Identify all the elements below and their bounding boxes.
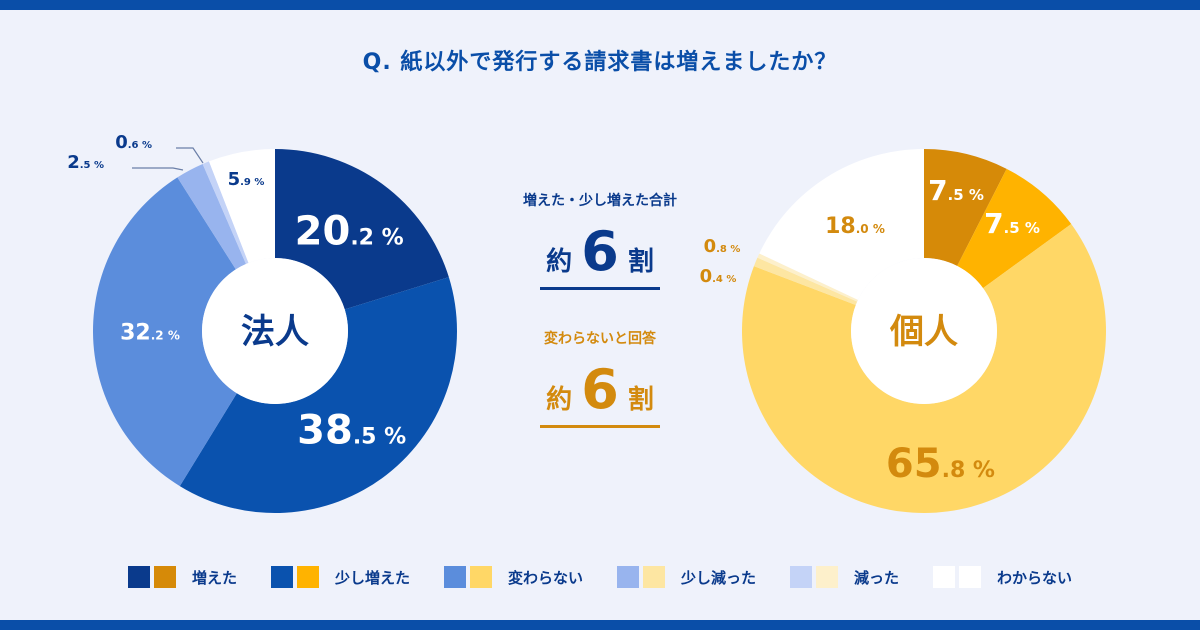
indiv-value-label-3: 0.8 % (704, 236, 741, 257)
corp-summary-number: 6 (581, 220, 619, 283)
top-bar (0, 0, 1200, 10)
corp-slice-0 (275, 149, 449, 310)
legend-swatch-corp (443, 566, 466, 588)
corp-slice-2 (92, 177, 237, 487)
indiv-summary-value: 約 6 割 (500, 358, 700, 421)
corp-center-label: 法人 (241, 312, 309, 352)
legend-label: 減った (854, 568, 900, 587)
legend-label: わからない (997, 568, 1073, 587)
indiv-slice-1 (957, 168, 1072, 289)
legend-label: 少し増えた (334, 568, 410, 587)
legend-swatch-corp (127, 566, 150, 588)
indiv-summary-suffix: 割 (627, 385, 654, 415)
indiv-center-label: 個人 (889, 312, 958, 352)
legend-item: 変わらない (443, 566, 583, 588)
indiv-slice-3 (753, 257, 858, 305)
corp-value-label-3: 2.5 % (67, 152, 104, 173)
legend-swatch-indiv (469, 566, 492, 588)
legend-swatch-indiv (959, 566, 982, 588)
legend-swatch-corp (933, 566, 956, 588)
legend-item: 少し増えた (270, 566, 410, 588)
indiv-summary-number: 6 (581, 358, 619, 421)
corp-summary-value: 約 6 割 (500, 220, 700, 283)
legend-label: 増えた (191, 568, 237, 587)
legend-swatch-corp (617, 566, 639, 588)
indiv-center-hole (851, 258, 997, 404)
corp-value-label-5: 5.9 % (228, 169, 265, 190)
indiv-value-label-5: 18.0 % (825, 214, 885, 239)
indiv-slice-5 (759, 149, 924, 300)
bottom-bar (0, 620, 1200, 630)
legend-swatch-indiv (296, 566, 319, 588)
indiv-slice-4 (757, 253, 858, 302)
indiv-summary: 変わらないと回答 約 6 割 (500, 328, 700, 428)
legend-swatch-indiv (643, 566, 665, 588)
corp-slice-4 (202, 161, 249, 265)
indiv-value-label-2: 65.8 % (886, 441, 995, 487)
legend-item: 少し減った (617, 566, 756, 588)
corp-value-label-4: 0.6 % (115, 132, 152, 153)
indiv-value-label-0: 7.5 % (928, 174, 984, 207)
corp-value-label-1: 38.5 % (297, 408, 406, 454)
legend-item: 増えた (127, 566, 237, 588)
indiv-slice-0 (924, 149, 1007, 266)
indiv-slice-2 (742, 224, 1106, 514)
corp-leader-line-4 (176, 147, 204, 164)
corp-slice-3 (177, 163, 246, 270)
indiv-summary-underline (540, 425, 660, 428)
corp-summary-label: 増えた・少し増えた合計 (523, 193, 677, 209)
corp-summary: 増えた・少し増えた合計 約 6 割 (500, 190, 700, 290)
page-title: Q. 紙以外で発行する請求書は増えましたか？ (362, 50, 838, 75)
corp-leader-line-3 (132, 167, 184, 171)
corp-summary-suffix: 割 (627, 247, 654, 277)
corp-center-hole (202, 258, 348, 404)
legend-item: わからない (933, 566, 1072, 588)
corp-slice-5 (209, 149, 275, 263)
corp-slice-1 (179, 277, 457, 513)
legend-swatch-indiv (153, 566, 176, 588)
indiv-summary-label: 変わらないと回答 (544, 331, 656, 347)
legend-item: 減った (790, 566, 899, 588)
corp-summary-underline (540, 287, 660, 290)
indiv-value-label-1: 7.5 % (984, 207, 1040, 240)
legend-swatch-corp (270, 566, 293, 588)
indiv-value-label-4: 0.4 % (700, 266, 737, 287)
corp-summary-prefix: 約 (546, 247, 573, 277)
legend-label: 少し減った (681, 568, 757, 587)
legend-label: 変わらない (507, 568, 583, 587)
legend: 増えた 少し増えた 変わらない 少し減った 減った わからない (0, 566, 1200, 588)
legend-swatch-indiv (816, 566, 839, 588)
indiv-summary-prefix: 約 (546, 385, 573, 415)
corp-value-label-0: 20.2 % (295, 208, 404, 254)
corp-value-label-2: 32.2 % (120, 321, 180, 346)
legend-swatch-corp (790, 566, 813, 588)
